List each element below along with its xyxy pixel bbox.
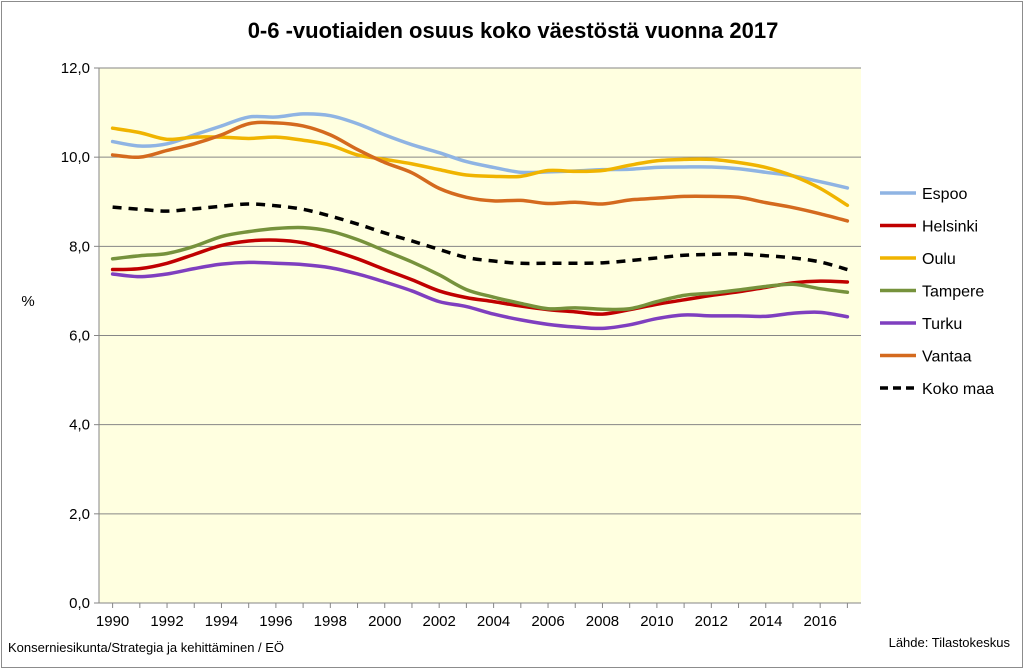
x-tick-label: 2016 — [803, 613, 836, 630]
y-tick-label: 4,0 — [69, 417, 90, 434]
legend-label: Tampere — [922, 284, 984, 301]
legend-label: Turku — [922, 316, 962, 333]
series-line-espoo — [110, 112, 850, 190]
legend-label: Oulu — [922, 251, 956, 268]
series-line-oulu — [110, 126, 850, 208]
series-line-helsinki — [110, 238, 850, 316]
legend-label: Vantaa — [922, 349, 972, 366]
x-tick-label: 1990 — [96, 613, 129, 630]
x-tick-label: 1992 — [150, 613, 183, 630]
x-tick-label: 1996 — [259, 613, 292, 630]
x-tick-label: 2014 — [749, 613, 782, 630]
x-tick-label: 2006 — [531, 613, 564, 630]
legend-label: Helsinki — [922, 219, 978, 236]
x-tick-label: 1998 — [314, 613, 347, 630]
x-tick-label: 2002 — [422, 613, 455, 630]
chart-title: 0-6 -vuotiaiden osuus koko väestöstä vuo… — [248, 18, 779, 43]
series-line-vantaa — [110, 120, 850, 223]
x-tick-label: 2008 — [586, 613, 619, 630]
x-tick-label: 1994 — [205, 613, 238, 630]
y-tick-label: 2,0 — [69, 506, 90, 523]
x-tick-label: 2000 — [368, 613, 401, 630]
legend-label: Espoo — [922, 186, 967, 203]
footer-credit: Konserniesikunta/Strategia ja kehittämin… — [8, 640, 284, 655]
series-line-tampere — [110, 225, 850, 312]
x-tick-label: 2012 — [695, 613, 728, 630]
x-tick-label: 2004 — [477, 613, 510, 630]
y-tick-label: 0,0 — [69, 595, 90, 612]
y-tick-label: 12,0 — [61, 60, 90, 77]
y-tick-label: 8,0 — [69, 238, 90, 255]
footer-source: Lähde: Tilastokeskus — [889, 635, 1011, 650]
legend-label: Koko maa — [922, 381, 994, 398]
y-tick-label: 10,0 — [61, 149, 90, 166]
x-tick-label: 2010 — [640, 613, 673, 630]
y-tick-label: 6,0 — [69, 328, 90, 345]
y-axis-label: % — [21, 293, 34, 310]
series-line-turku — [110, 260, 850, 331]
series-line-koko-maa — [112, 202, 848, 272]
